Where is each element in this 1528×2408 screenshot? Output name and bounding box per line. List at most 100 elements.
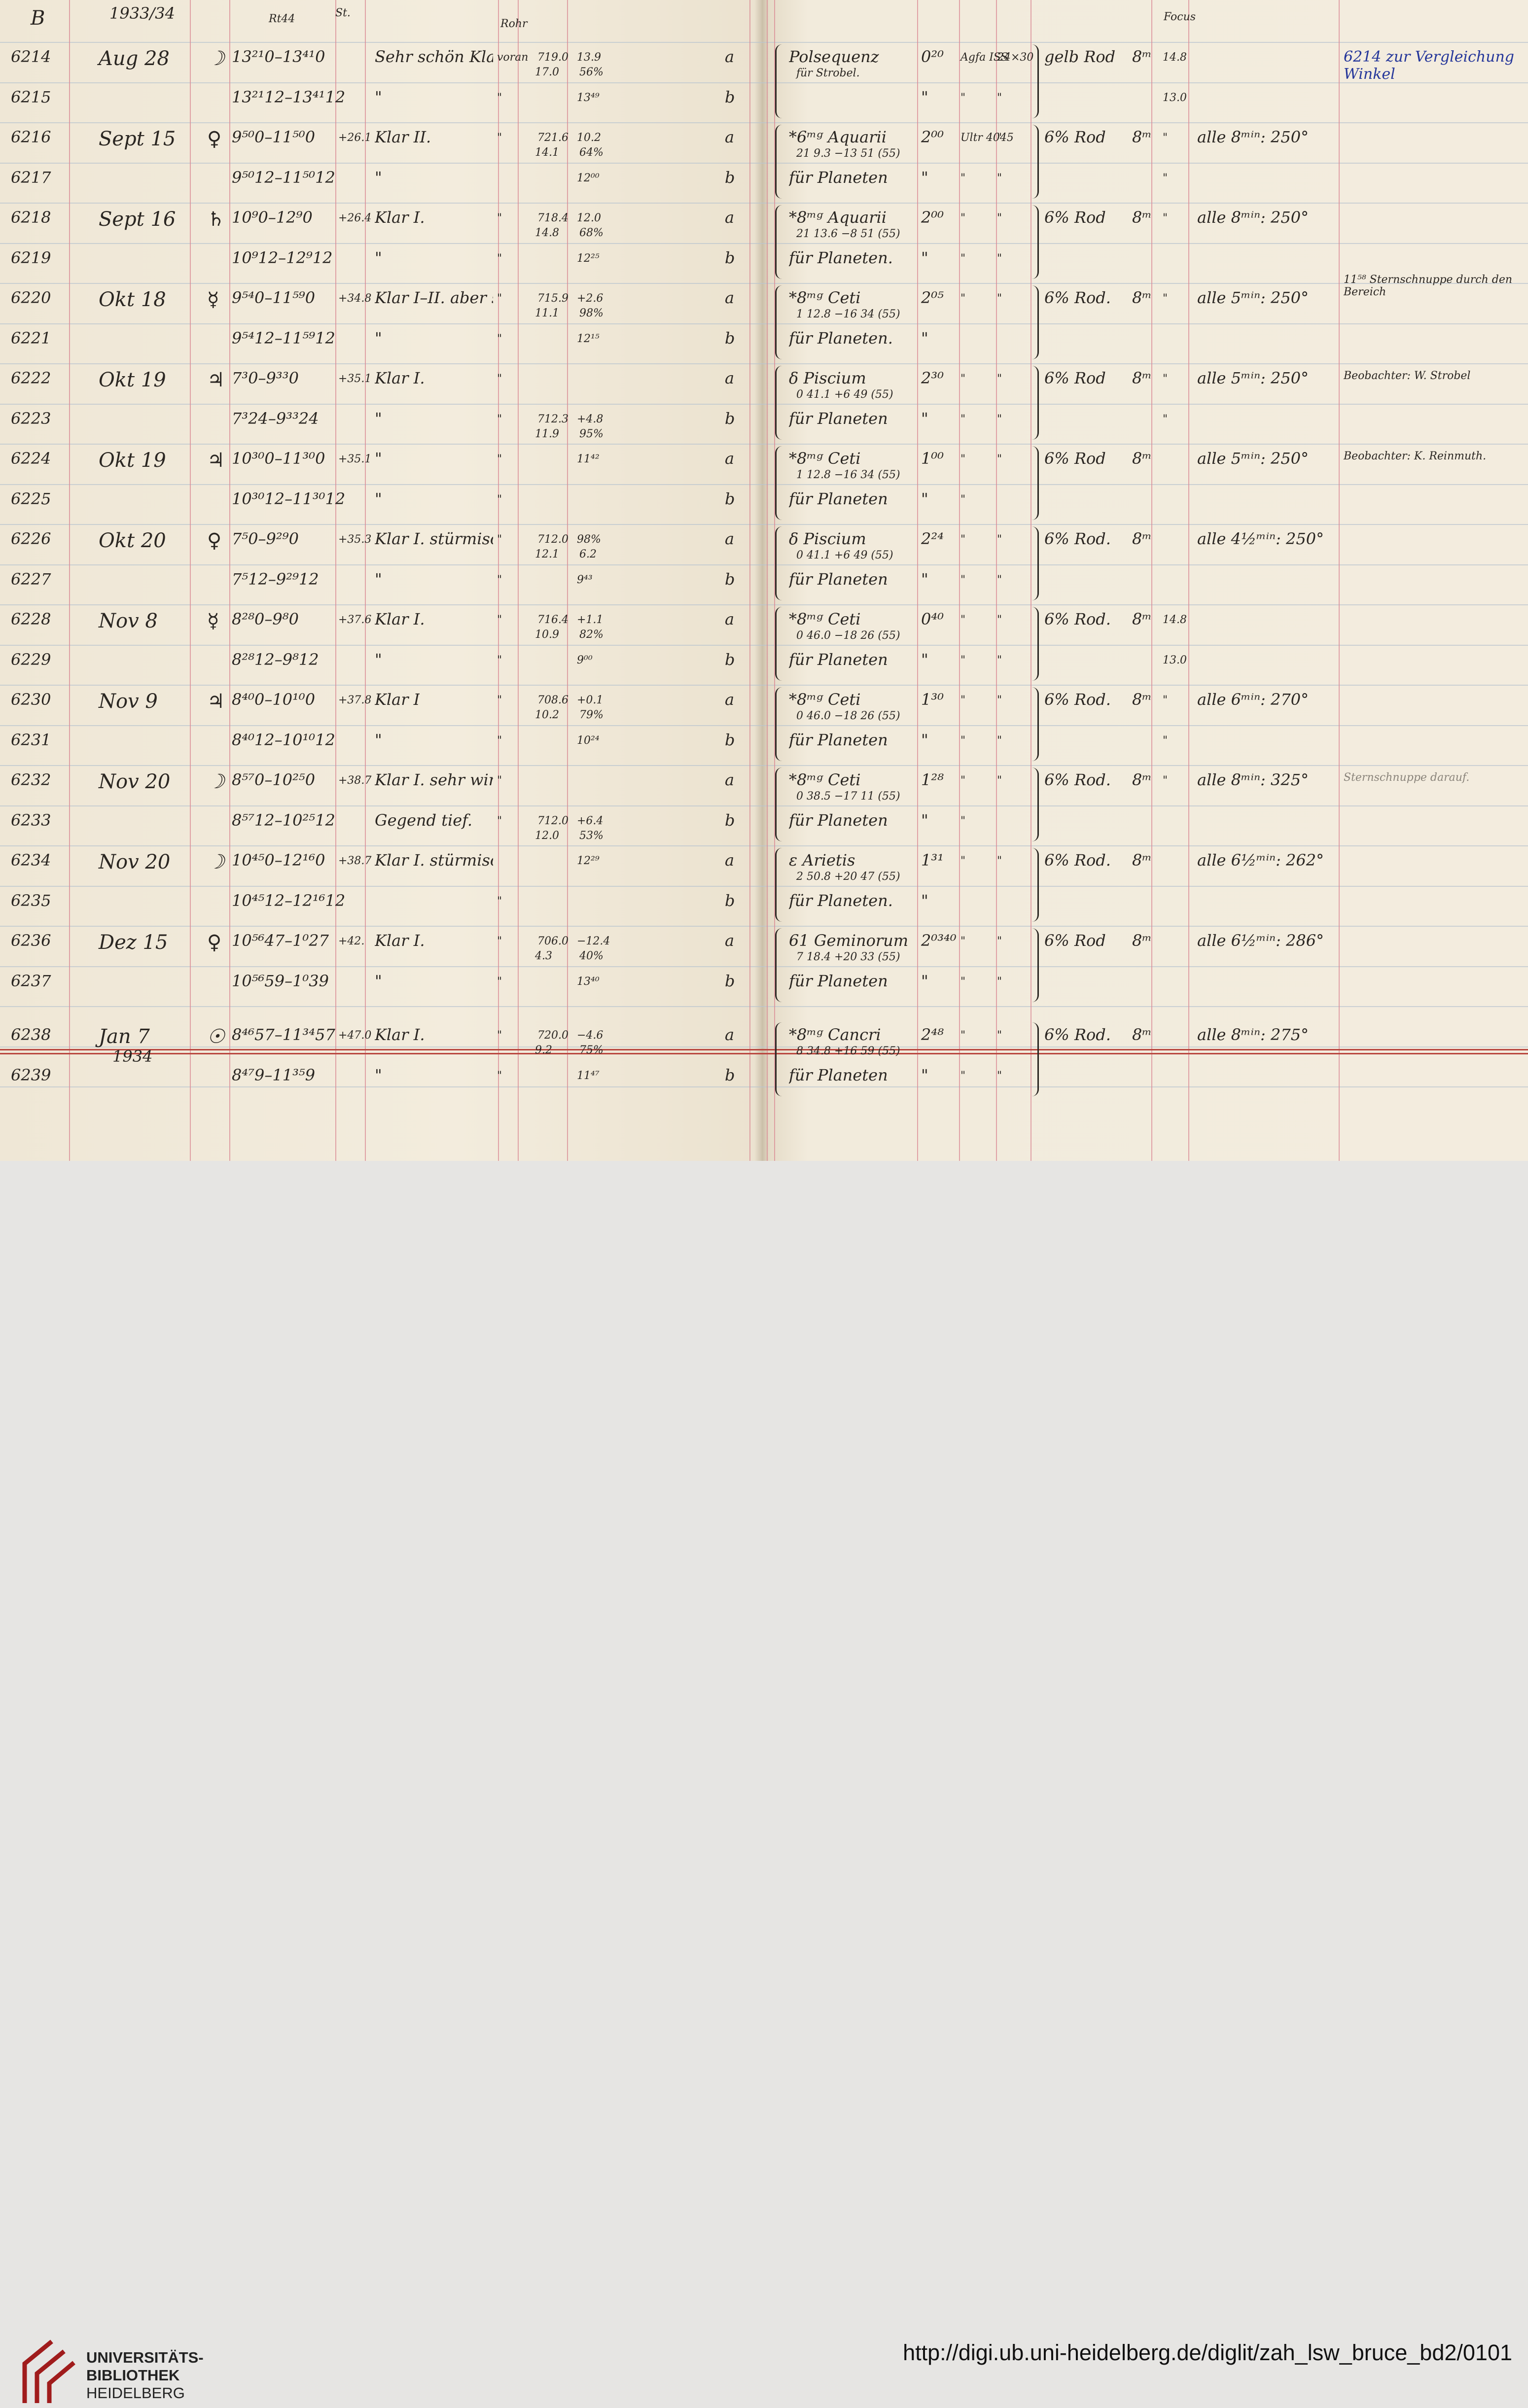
emulsion: " — [960, 493, 966, 506]
filter: gelb Rod — [1044, 47, 1116, 66]
exposure: 8ᵐ — [1132, 369, 1152, 387]
weather: " — [375, 87, 382, 106]
plate-side: b — [725, 489, 735, 508]
emulsion: " — [960, 292, 966, 305]
pair-brace-right — [1031, 44, 1039, 118]
rohr: " — [497, 573, 502, 586]
plate-number: 6226 — [11, 529, 51, 548]
plate-size: " — [997, 91, 1002, 104]
emulsion: " — [960, 172, 966, 184]
weekday-symbol: ♃ — [207, 449, 225, 472]
magnitude: 0⁴⁰ — [921, 610, 944, 628]
weather: " — [375, 248, 382, 267]
emulsion: " — [960, 734, 966, 747]
plate-number: 6224 — [11, 449, 51, 468]
pair-brace-right — [1031, 366, 1039, 440]
emulsion: " — [960, 252, 966, 265]
pair-brace-right — [1031, 607, 1039, 681]
weather: Klar I. — [375, 610, 425, 628]
exposure: 8ᵐ — [1132, 770, 1152, 789]
university-library-name[interactable]: UNIVERSITÄTS- BIBLIOTHEK HEIDELBERG — [86, 2349, 204, 2402]
exposure-time: 7³24–9³³24 — [232, 409, 319, 428]
rohr: " — [497, 91, 502, 104]
plate-size: " — [997, 373, 1002, 385]
magnitude: " — [921, 1065, 928, 1084]
filter: 6% Rod — [1044, 931, 1106, 950]
plate-side: b — [725, 569, 735, 589]
barometer: 706.0 — [537, 935, 569, 947]
plate-size: " — [997, 172, 1002, 184]
sidereal-value: +38.7 — [338, 855, 372, 867]
object: für Planeten. — [789, 328, 893, 348]
magnitude: 2⁰⁰ — [921, 208, 944, 227]
sidereal-value: +35.3 — [338, 533, 372, 546]
rohr: " — [497, 453, 502, 465]
date: Okt 19 — [99, 369, 166, 391]
weekday-symbol: ☽ — [207, 47, 225, 70]
object: für Planeten — [789, 489, 888, 508]
ruled-line — [0, 122, 1528, 123]
object-coordinates: 0 46.0 −18 26 (55) — [796, 629, 900, 642]
plate-side: b — [725, 328, 735, 348]
plate-number: 6218 — [11, 208, 51, 227]
column-rule — [996, 0, 997, 1161]
column-rule — [190, 0, 191, 1161]
permalink-url[interactable]: http://digi.ub.uni-heidelberg.de/diglit/… — [903, 2340, 1512, 2365]
object: *8ᵐᵍ Aquarii — [789, 208, 887, 227]
plate-side: a — [725, 529, 735, 548]
plate-number: 6233 — [11, 810, 51, 830]
pair-brace-right — [1031, 446, 1039, 520]
weekday-symbol: ♃ — [207, 690, 225, 713]
rohr: " — [497, 1029, 502, 1042]
rohr: " — [497, 734, 502, 747]
exposure-time: 7³0–9³³0 — [232, 369, 299, 387]
weekday-symbol: ☿ — [207, 610, 219, 632]
plate-size: " — [997, 132, 1002, 144]
weekday-symbol: ♀ — [207, 128, 222, 150]
time-column-header: Rt44 — [269, 13, 295, 25]
column-rule — [1188, 0, 1189, 1161]
magnitude: " — [921, 569, 928, 589]
weather: Klar I. — [375, 1025, 425, 1044]
magnitude: 2³⁰ — [921, 369, 944, 387]
focus: " — [1163, 292, 1168, 305]
filter: 6% Rod — [1044, 128, 1106, 146]
barometer: 715.9 — [537, 292, 569, 305]
pair-brace-left — [775, 125, 783, 199]
sidereal-value: +42. — [338, 935, 365, 947]
exposure-time: 10⁴⁵12–12¹⁶12 — [232, 891, 346, 910]
plate-size: " — [997, 252, 1002, 265]
plate-size: 24×30 — [997, 51, 1034, 64]
weather: Klar I. sehr windig. — [375, 770, 493, 789]
thermometer: 13⁴⁹ — [577, 91, 600, 104]
plate-size: " — [997, 573, 1002, 586]
object: δ Piscium — [789, 529, 866, 548]
ruled-line — [0, 725, 1528, 726]
thermometer-2: 14.8 — [535, 227, 559, 239]
pair-brace-left — [775, 687, 783, 761]
date: Okt 20 — [99, 529, 166, 552]
exposure: 8ᵐ — [1132, 529, 1152, 548]
thermometer: +6.4 — [577, 814, 604, 827]
barometer: 708.6 — [537, 694, 569, 706]
emulsion: " — [960, 212, 966, 224]
weekday-symbol: ♃ — [207, 369, 225, 391]
weather: Gegend tief. — [375, 810, 473, 830]
ruled-line — [0, 323, 1528, 324]
plate-number: 6228 — [11, 610, 51, 628]
object: ε Arietis — [789, 851, 855, 870]
emulsion: " — [960, 453, 966, 465]
pair-brace-left — [775, 607, 783, 681]
magnitude: " — [921, 810, 928, 830]
column-rule — [774, 0, 775, 1161]
filter: 6% Rod. — [1044, 1025, 1111, 1044]
ruled-line — [0, 484, 1528, 485]
magnitude: 1⁰⁰ — [921, 449, 944, 468]
footer-bar: UNIVERSITÄTS- BIBLIOTHEK HEIDELBERG http… — [0, 1161, 1528, 2403]
magnitude: " — [921, 730, 928, 749]
thermometer: 12⁰⁰ — [577, 172, 600, 184]
emulsion: " — [960, 1029, 966, 1042]
weather: Klar I. stürmisch — [375, 851, 493, 870]
university-logo-icon[interactable] — [15, 2334, 79, 2408]
column-rule — [229, 0, 230, 1161]
